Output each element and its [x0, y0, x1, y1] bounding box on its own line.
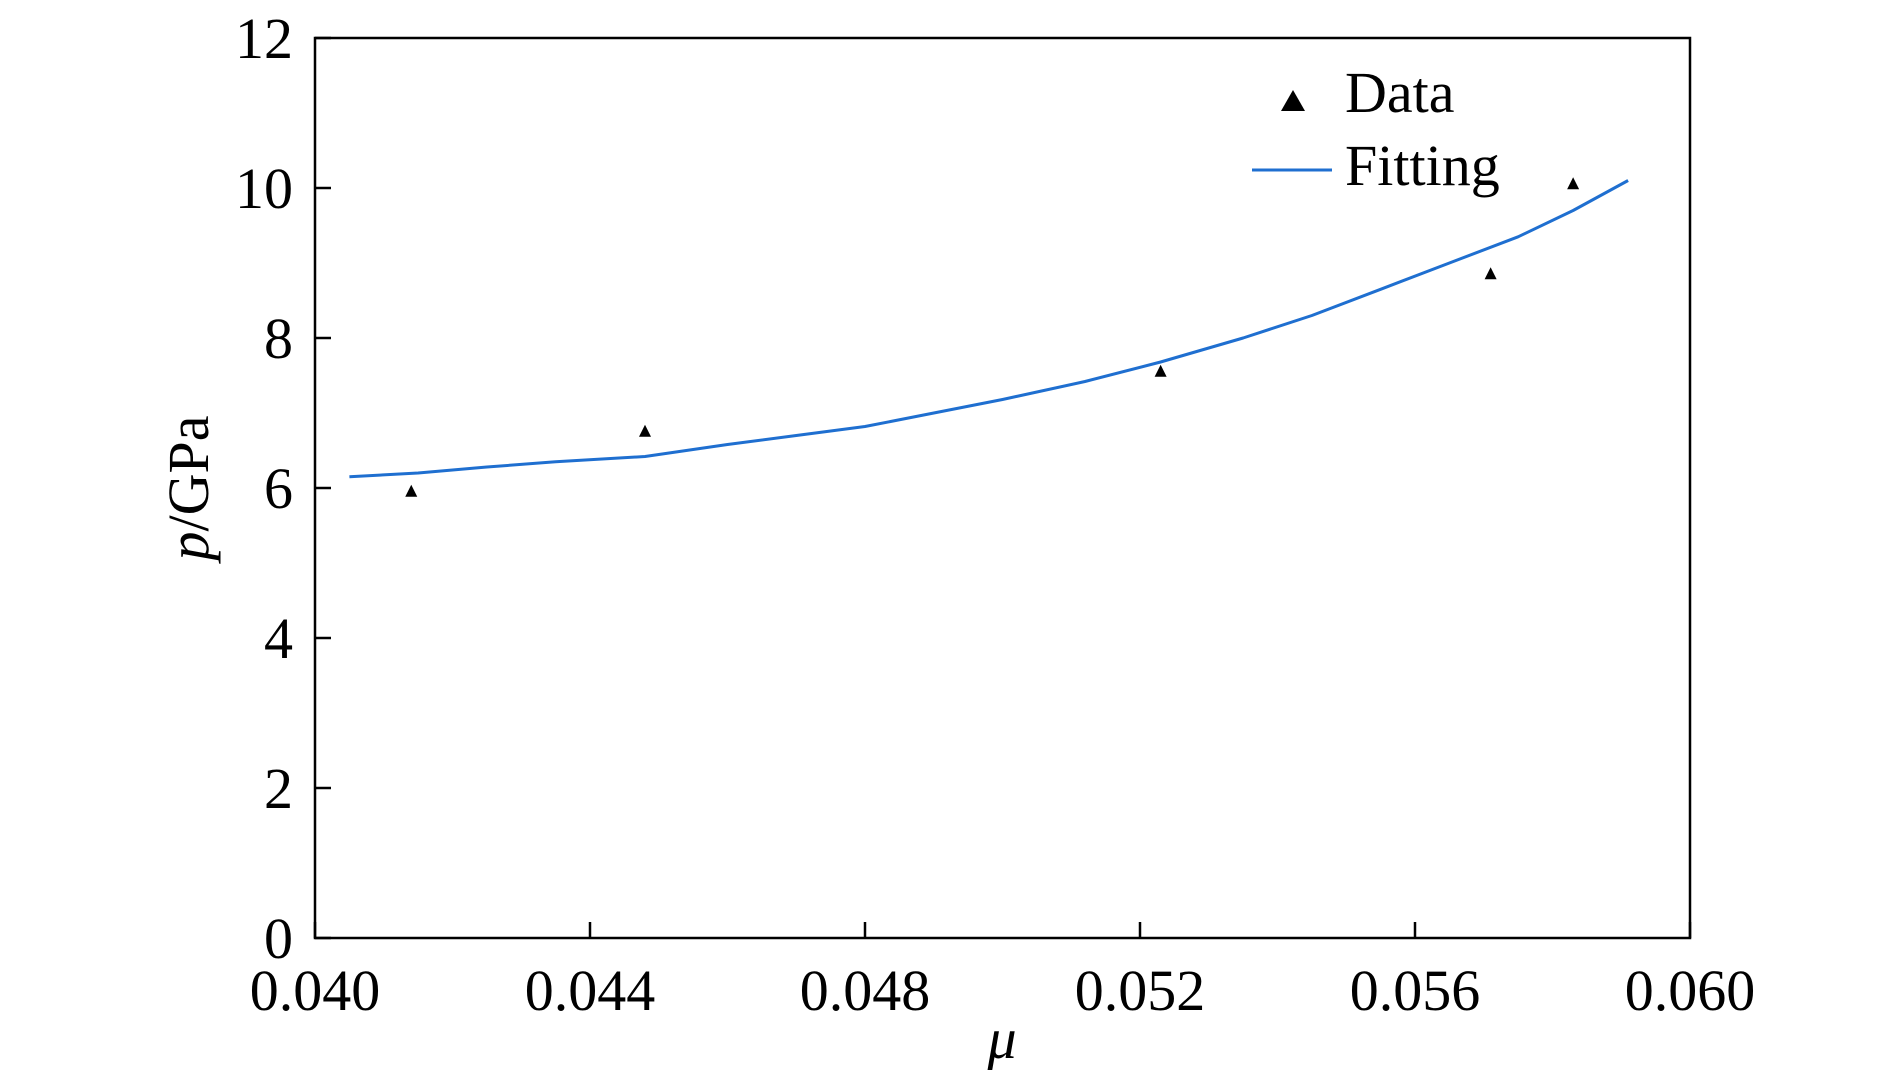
y-tick-label: 4 — [264, 606, 293, 671]
x-tick-label: 0.044 — [525, 958, 656, 1023]
fitting-curve — [349, 179, 1629, 479]
y-tick-label: 6 — [264, 456, 293, 521]
data-point-marker — [1154, 364, 1167, 377]
data-point-marker — [639, 424, 651, 437]
y-tick-label: 2 — [264, 756, 293, 821]
y-axis-title: p/GPa — [156, 416, 221, 565]
y-tick-label: 12 — [235, 6, 293, 71]
y-tick-label: 0 — [264, 906, 293, 971]
series-layer — [349, 177, 1629, 497]
legend: Data Fitting — [1252, 60, 1500, 198]
legend-fitting-label: Fitting — [1345, 133, 1500, 198]
y-axis-title-unit: /GPa — [156, 416, 221, 532]
legend-data-marker — [1281, 90, 1305, 111]
x-tick-label: 0.052 — [1075, 958, 1206, 1023]
x-tick-label: 0.060 — [1625, 958, 1756, 1023]
y-tick-label: 8 — [264, 306, 293, 371]
y-tick-label: 10 — [235, 156, 293, 221]
y-axis-ticks: 0 2 4 6 8 10 12 — [235, 6, 331, 971]
x-axis-title: μ — [986, 1006, 1016, 1070]
x-tick-label: 0.048 — [800, 958, 931, 1023]
data-point-marker — [405, 484, 418, 497]
data-point-marker — [1484, 267, 1497, 280]
y-axis-title-italic: p — [156, 532, 221, 565]
x-axis-ticks: 0.040 0.044 0.048 0.052 0.056 0.060 — [250, 922, 1756, 1023]
legend-data-label: Data — [1345, 60, 1455, 125]
x-tick-label: 0.056 — [1350, 958, 1481, 1023]
x-tick-label: 0.040 — [250, 958, 381, 1023]
data-point-marker — [1567, 177, 1580, 190]
